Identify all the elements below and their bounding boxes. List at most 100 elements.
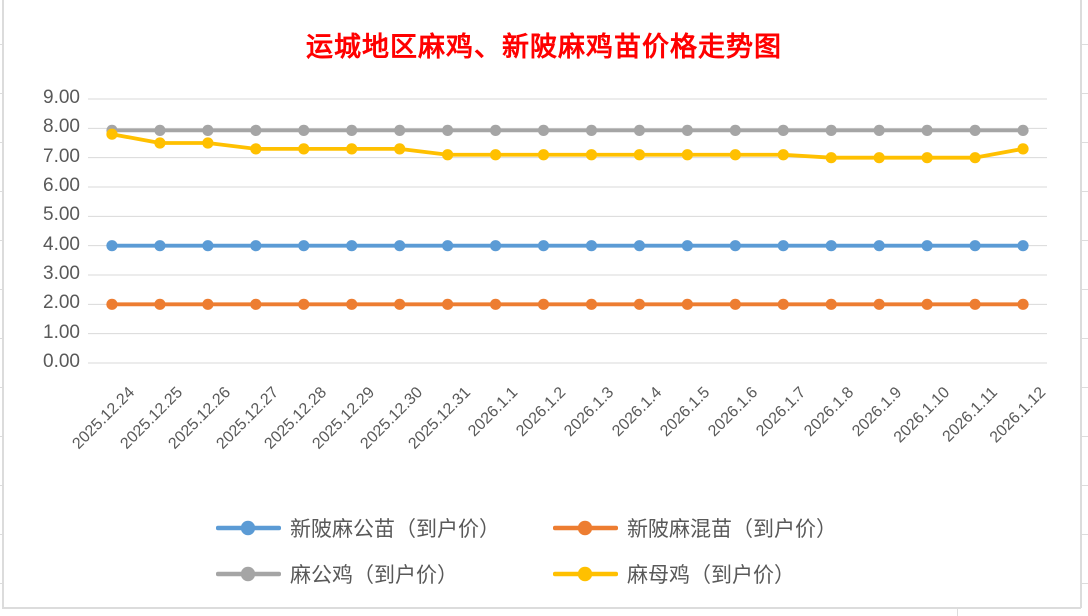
legend-marker-icon [216, 520, 281, 536]
data-point [825, 240, 837, 252]
legend-marker-icon [553, 520, 618, 536]
data-point [489, 240, 502, 252]
data-point [777, 149, 789, 161]
data-point [537, 124, 550, 136]
cell-border [1081, 338, 1088, 339]
legend-marker-icon [216, 566, 281, 582]
data-point [394, 298, 406, 310]
series-line-0[interactable] [106, 240, 1029, 252]
chart-title[interactable]: 运城地区麻鸡、新陂麻鸡苗价格走势图 [306, 32, 782, 62]
series-line-3[interactable] [106, 128, 1029, 164]
data-point [154, 124, 166, 136]
data-point [298, 240, 310, 252]
legend-label: 新陂麻混苗（到户价） [627, 517, 837, 541]
cell-border [0, 534, 2, 535]
legend-label: 麻公鸡（到户价） [290, 563, 458, 587]
data-point [1017, 124, 1029, 136]
legend-item-0[interactable]: 新陂麻公苗（到户价） [216, 513, 553, 543]
series-line-1[interactable] [106, 298, 1029, 310]
data-point [921, 298, 933, 310]
y-tick-label: 1.00 [43, 321, 80, 343]
data-point [681, 240, 693, 252]
data-point [729, 298, 741, 310]
cell-border [1081, 289, 1088, 290]
cell-border [1081, 142, 1088, 143]
cell-border [1081, 387, 1088, 388]
series-line-2[interactable] [106, 124, 1029, 136]
data-point [250, 124, 262, 136]
data-point [106, 298, 118, 310]
cell-border [1081, 240, 1088, 241]
data-point [442, 124, 454, 136]
data-point [873, 298, 885, 310]
cell-border [0, 44, 2, 45]
cell-border [1081, 191, 1088, 192]
data-point [250, 143, 262, 155]
data-point [777, 240, 789, 252]
y-tick-label: 0.00 [43, 351, 80, 373]
cell-border [0, 485, 2, 486]
cell-border [2, 607, 1081, 609]
data-point [442, 298, 454, 310]
cell-border [1081, 534, 1088, 535]
data-point [442, 149, 454, 161]
cell-border [1081, 436, 1088, 437]
data-point [825, 298, 837, 310]
cell-border [0, 583, 2, 584]
cell-border [1081, 93, 1088, 94]
data-point [489, 149, 502, 161]
data-point [489, 298, 502, 310]
data-point [633, 149, 646, 161]
data-point [729, 124, 741, 136]
data-point [585, 124, 598, 136]
data-point [442, 240, 454, 252]
legend-item-1[interactable]: 新陂麻混苗（到户价） [553, 513, 890, 543]
data-point [202, 240, 214, 252]
data-point [969, 298, 981, 310]
data-point [346, 298, 358, 310]
data-point [394, 240, 406, 252]
data-point [681, 124, 693, 136]
data-point [346, 240, 358, 252]
data-point [969, 124, 981, 136]
y-tick-label: 3.00 [43, 263, 80, 285]
data-point [537, 298, 550, 310]
data-point [969, 152, 981, 164]
legend-item-2[interactable]: 麻公鸡（到户价） [216, 559, 553, 589]
data-point [825, 124, 837, 136]
data-point [825, 152, 837, 164]
data-point [537, 149, 550, 161]
data-point [1017, 298, 1029, 310]
data-point [633, 124, 646, 136]
legend-marker-icon [553, 566, 618, 582]
data-point [346, 124, 358, 136]
data-point [154, 137, 166, 149]
data-point [873, 240, 885, 252]
data-point [729, 149, 741, 161]
data-point [729, 240, 741, 252]
data-point [202, 124, 214, 136]
legend-item-3[interactable]: 麻母鸡（到户价） [553, 559, 890, 589]
data-point [681, 298, 693, 310]
cell-border [1081, 583, 1088, 584]
y-tick-label: 7.00 [43, 145, 80, 167]
data-point [250, 298, 262, 310]
y-tick-label: 8.00 [43, 116, 80, 138]
data-point [1017, 143, 1029, 155]
cell-border [957, 609, 958, 616]
data-point [585, 240, 598, 252]
data-point [585, 149, 598, 161]
chart-legend[interactable]: 新陂麻公苗（到户价） 新陂麻混苗（到户价） 麻公鸡（到户价） 麻母鸡（到户价） [216, 505, 890, 597]
data-point [969, 240, 981, 252]
data-point [154, 298, 166, 310]
data-point [633, 298, 646, 310]
data-point [154, 240, 166, 252]
data-point [106, 128, 118, 140]
cell-border [2, 0, 4, 608]
cell-border [0, 338, 2, 339]
data-point [106, 240, 118, 252]
data-point [633, 240, 646, 252]
cell-border [0, 289, 2, 290]
